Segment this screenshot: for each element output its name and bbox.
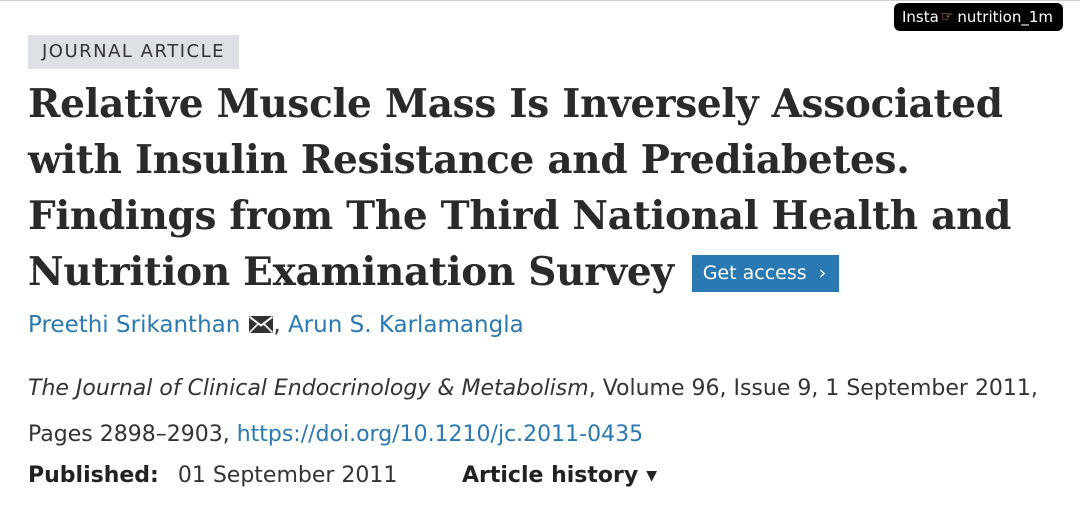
watermark-handle: nutrition_1m — [957, 8, 1054, 26]
top-divider — [0, 0, 1080, 1]
article-type-badge: JOURNAL ARTICLE — [28, 35, 239, 69]
get-access-label: Get access — [702, 262, 807, 284]
published-label: Published: — [28, 463, 159, 488]
author-separator: , — [273, 312, 281, 338]
citation-details: , Volume 96, Issue 9, 1 September 2011, … — [28, 376, 1038, 447]
journal-name: The Journal of Clinical Endocrinology & … — [28, 376, 589, 401]
citation: The Journal of Clinical Endocrinology & … — [28, 366, 1068, 458]
pointing-hand-icon: ☞ — [940, 9, 954, 25]
author-link[interactable]: Arun S. Karlamangla — [287, 312, 524, 338]
get-access-button[interactable]: Get access › — [691, 255, 840, 292]
author-link[interactable]: Preethi Srikanthan — [28, 312, 241, 338]
publication-row: Published: 01 September 2011 Article his… — [28, 458, 657, 494]
article-title: Relative Muscle Mass Is Inversely Associ… — [28, 76, 1078, 300]
article-title-text: Relative Muscle Mass Is Inversely Associ… — [28, 81, 1012, 295]
article-history-label: Article history — [462, 463, 639, 488]
watermark-prefix: Insta — [902, 8, 939, 26]
published-date: 01 September 2011 — [177, 463, 398, 488]
caret-down-icon: ▼ — [646, 468, 657, 484]
article-history-toggle[interactable]: Article history ▼ — [462, 458, 657, 494]
envelope-icon[interactable] — [249, 316, 274, 333]
chevron-right-icon: › — [818, 262, 827, 284]
doi-link[interactable]: https://doi.org/10.1210/jc.2011-0435 — [236, 422, 644, 447]
watermark-badge: Insta ☞ nutrition_1m — [894, 3, 1064, 31]
author-list: Preethi Srikanthan , Arun S. Karlamangla — [28, 307, 524, 343]
